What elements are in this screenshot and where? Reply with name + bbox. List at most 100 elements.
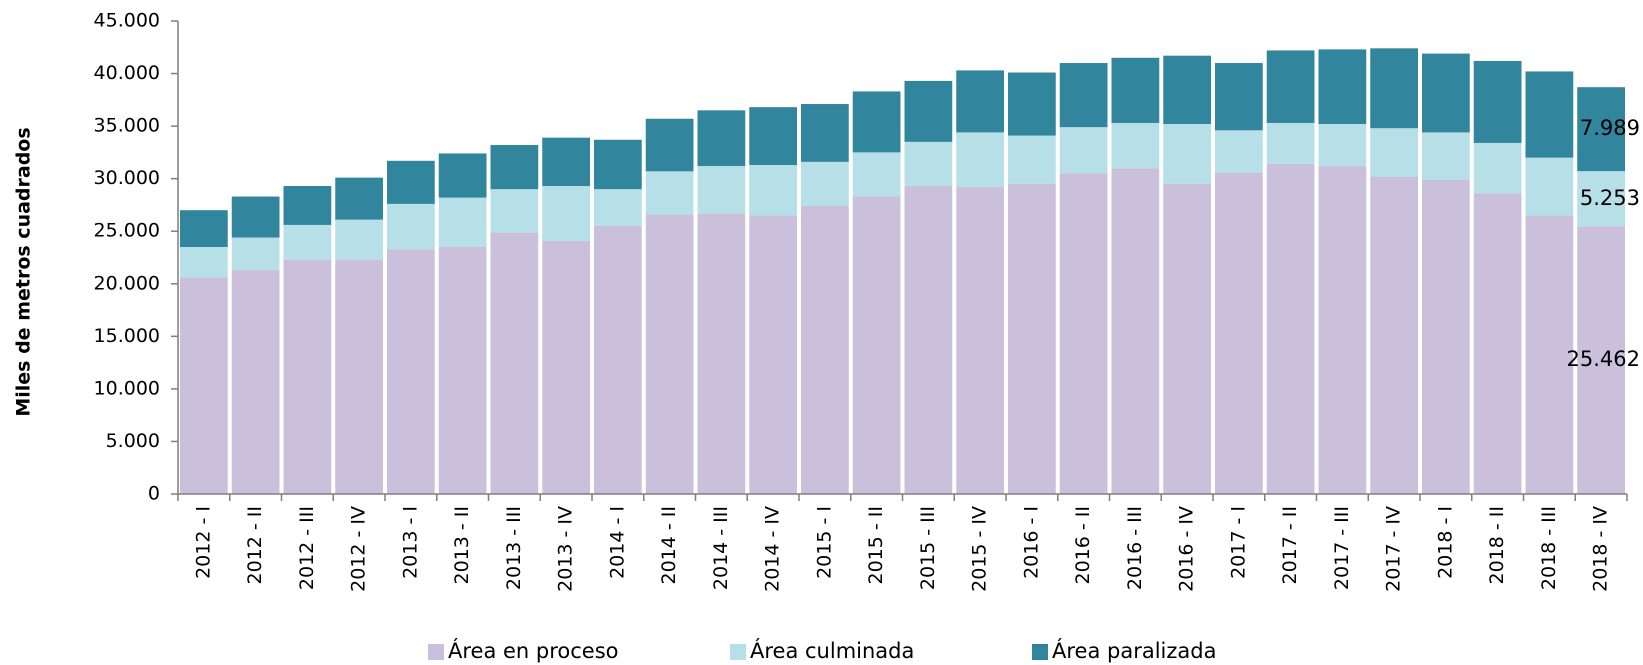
y-axis-title: Miles de metros cuadrados xyxy=(13,127,35,416)
bar-segment xyxy=(1008,72,1056,136)
x-tick-label: 2017 - II xyxy=(1279,506,1301,585)
x-tick-label: 2013 - IV xyxy=(555,506,577,592)
x-tick-label: 2016 - III xyxy=(1124,506,1146,590)
bar-segment xyxy=(1370,128,1418,177)
bar-segment xyxy=(283,186,332,225)
bar-segment xyxy=(1111,168,1160,494)
x-tick-label: 2013 - II xyxy=(451,506,473,585)
bar-segment xyxy=(1318,124,1367,167)
bar-segment xyxy=(1266,163,1315,494)
bar-segment xyxy=(956,187,1004,494)
x-tick-label: 2017 - III xyxy=(1331,506,1353,590)
bar-segment xyxy=(1577,226,1625,494)
bar-segment xyxy=(335,219,383,260)
bar-segment xyxy=(1577,171,1625,227)
bar-segment xyxy=(1370,48,1418,129)
bar-segment xyxy=(904,186,953,494)
bar-segment xyxy=(231,237,280,271)
bar-segment xyxy=(1422,132,1470,180)
bar-segment xyxy=(1008,135,1056,184)
y-tick-label: 15.000 xyxy=(94,325,160,347)
bar-segment xyxy=(1215,63,1263,131)
x-tick-label: 2016 - II xyxy=(1072,506,1094,585)
x-tick-label: 2018 - IV xyxy=(1590,506,1612,592)
bar-segment xyxy=(852,152,901,197)
bar-segment xyxy=(1422,179,1470,494)
bar-segment xyxy=(697,110,746,167)
bar-segment xyxy=(438,246,487,494)
bar-segment xyxy=(438,197,487,247)
y-tick-label: 0 xyxy=(148,483,160,505)
bar-segment xyxy=(801,205,849,495)
bar-segment xyxy=(180,277,228,494)
bar-segment xyxy=(697,213,746,494)
bar-segment xyxy=(1215,130,1263,173)
bar-segment xyxy=(1163,124,1211,184)
bar-segment xyxy=(1163,183,1211,494)
x-tick-label: 2013 - I xyxy=(399,506,421,579)
bar-segment xyxy=(542,137,590,187)
bar-segment xyxy=(645,118,694,172)
legend-swatch xyxy=(730,644,746,660)
bar-segment xyxy=(1525,71,1574,158)
bar-segment xyxy=(1266,50,1315,123)
bar-segment xyxy=(1318,166,1367,494)
bar-segment xyxy=(490,189,539,233)
bar-segment xyxy=(749,215,797,494)
legend-label: Área en proceso xyxy=(448,638,619,663)
y-tick-label: 40.000 xyxy=(94,62,160,84)
bar-segment xyxy=(1525,157,1574,216)
bar-segment xyxy=(904,80,953,142)
bar-segment xyxy=(335,259,383,494)
bar-segment xyxy=(1370,176,1418,494)
bar-segment xyxy=(801,104,849,162)
bar-segment xyxy=(594,189,642,226)
bar-segment xyxy=(697,166,746,214)
bar-segment xyxy=(387,160,435,204)
legend-swatch xyxy=(428,644,444,660)
bar-segment xyxy=(956,132,1004,188)
bar-segment xyxy=(438,153,487,198)
value-label: 25.462 xyxy=(1567,347,1640,371)
x-tick-label: 2012 - IV xyxy=(348,506,370,592)
bar-segment xyxy=(1473,193,1522,495)
bar-segment xyxy=(594,139,642,190)
bar-segment xyxy=(231,270,280,494)
x-tick-label: 2016 - I xyxy=(1020,506,1042,579)
x-tick-label: 2016 - IV xyxy=(1176,506,1198,592)
x-tick-label: 2014 - IV xyxy=(762,506,784,592)
bar-segment xyxy=(1163,55,1211,125)
bar-segment xyxy=(956,70,1004,133)
bar-segment xyxy=(490,145,539,190)
bar-segment xyxy=(283,259,332,494)
x-tick-label: 2013 - III xyxy=(503,506,525,590)
y-tick-label: 5.000 xyxy=(106,430,160,452)
bar-segment xyxy=(749,107,797,166)
x-tick-label: 2018 - II xyxy=(1486,506,1508,585)
x-tick-label: 2012 - I xyxy=(192,506,214,579)
x-tick-label: 2015 - I xyxy=(813,506,835,579)
bar-segment xyxy=(231,196,280,238)
legend-label: Área culminada xyxy=(750,638,914,663)
bar-segment xyxy=(180,246,228,278)
bar-segment xyxy=(1266,122,1315,164)
bar-segment xyxy=(904,141,953,187)
bar-segment xyxy=(1473,142,1522,194)
bar-segment xyxy=(387,249,435,494)
x-tick-label: 2015 - II xyxy=(865,506,887,585)
x-tick-label: 2018 - III xyxy=(1538,506,1560,590)
bar-segment xyxy=(1318,49,1367,125)
bar-segment xyxy=(542,240,590,494)
bar-segment xyxy=(1111,57,1160,123)
bar-segment xyxy=(1111,122,1160,169)
bar-segment xyxy=(335,177,383,220)
legend-swatch xyxy=(1032,644,1048,660)
x-tick-label: 2012 - II xyxy=(244,506,266,585)
bar-segment xyxy=(1473,60,1522,143)
x-tick-label: 2012 - III xyxy=(296,506,318,590)
y-tick-label: 25.000 xyxy=(94,220,160,242)
bar-segment xyxy=(180,210,228,247)
x-tick-label: 2014 - II xyxy=(658,506,680,585)
x-tick-label: 2017 - IV xyxy=(1383,506,1405,592)
y-tick-label: 45.000 xyxy=(94,10,160,32)
